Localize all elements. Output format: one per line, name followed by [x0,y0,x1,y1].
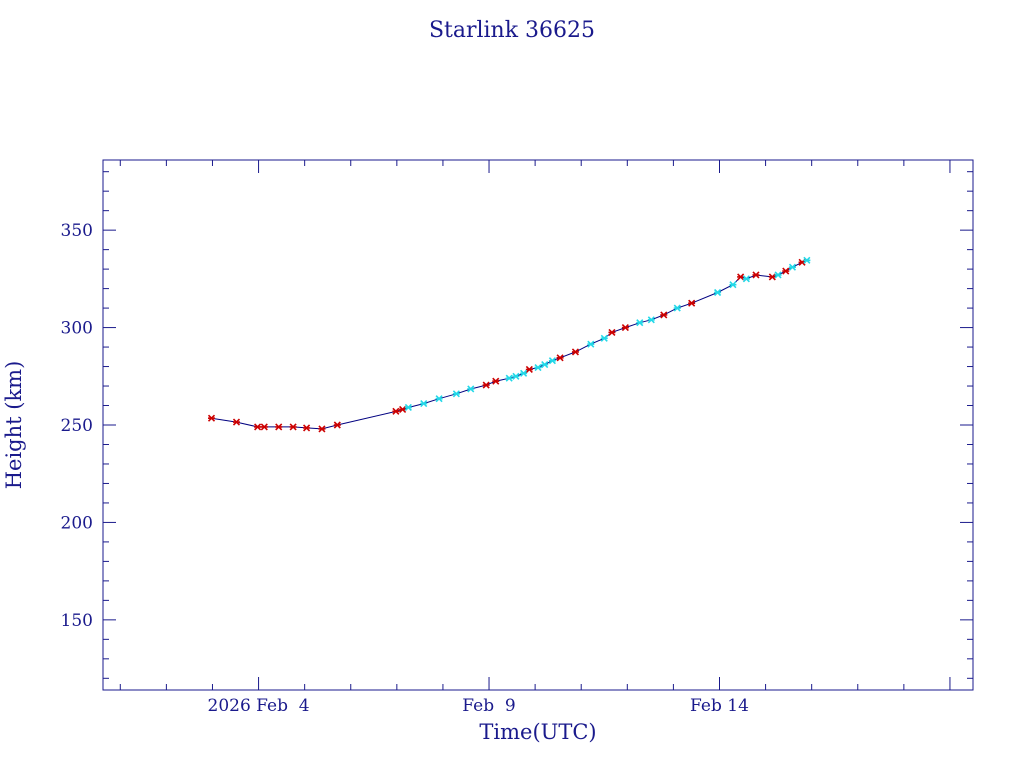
data-point-red [260,423,268,431]
chart-title: Starlink 36625 [429,18,595,43]
data-point-red [556,354,564,362]
data-point-red [621,324,629,332]
data-point-cyan [729,281,737,289]
data-point-red [232,418,241,426]
data-point-red [571,348,580,356]
y-tick-label: 300 [61,319,93,339]
data-point-red [660,311,668,319]
data-point-cyan [505,374,513,382]
x-tick-label: Feb 9 [462,696,515,716]
data-point-cyan [647,316,655,324]
data-point-cyan [452,390,460,398]
data-point-red [752,271,760,279]
data-point-red [254,423,262,431]
y-tick-label: 200 [61,513,93,533]
data-point-red [333,421,341,429]
data-point-red [688,299,696,307]
data-point-cyan [404,403,412,412]
x-tick-label: 2026 Feb 4 [208,696,310,716]
tick-labels: 150 200 250 300 350 2026 Feb 4 Feb 9 Feb 14 [61,221,749,716]
y-tick-label: 350 [61,221,93,241]
x-axis-label: Time(UTC) [479,720,596,744]
y-axis-label: Height (km) [2,361,26,490]
data-point-cyan [520,369,528,377]
data-point-red [608,328,616,337]
y-tick-label: 250 [61,416,93,436]
data-point-red [275,423,283,431]
data-point-cyan [467,385,475,393]
y-tick-label: 150 [61,611,93,631]
data-point-red [289,423,297,431]
data-point-cyan [420,400,428,408]
data-point-red [399,405,407,413]
data-point-red [737,273,745,281]
data-point-cyan [788,263,797,271]
data-point-red [303,424,311,432]
data-point-red [768,273,776,281]
data-point-cyan [541,361,549,369]
height-trace [211,259,808,430]
markers [207,256,811,433]
data-point-cyan [803,256,811,264]
data-point-red [492,377,500,385]
data-point-red [782,267,790,275]
data-point-red [392,407,400,415]
data-point-cyan [774,271,782,279]
data-point-cyan [673,304,681,312]
data-point-cyan [548,357,556,365]
data-point-red [318,425,326,433]
series-line [211,259,808,430]
x-tick-label: Feb 14 [690,696,749,716]
data-point-red [207,414,216,422]
data-point-cyan [435,395,443,403]
data-point-cyan [600,334,608,342]
data-point-cyan [587,340,595,348]
data-point-cyan [512,372,520,380]
data-point-cyan [742,275,750,283]
axis-ticks [103,160,973,690]
data-point-cyan [636,319,644,327]
data-point-cyan [534,363,542,372]
data-point-red [525,365,533,374]
data-point-red [482,381,490,389]
data-point-cyan [714,288,722,297]
